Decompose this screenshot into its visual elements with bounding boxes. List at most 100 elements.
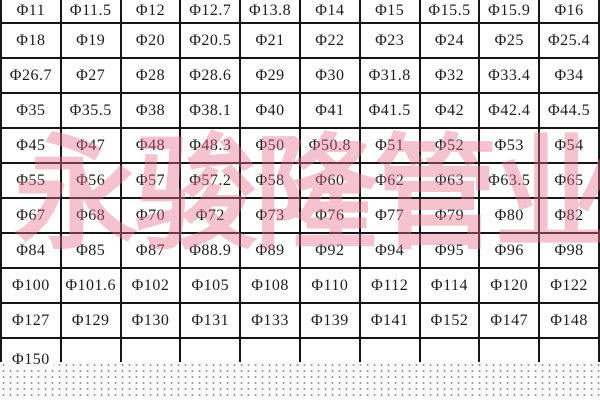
diameter-value: Φ18 (16, 31, 46, 49)
diameter-value: Φ108 (251, 276, 289, 294)
diameter-value: Φ28 (135, 66, 166, 84)
table-cell: Φ45 (0, 127, 62, 164)
diameter-value: Φ105 (191, 276, 230, 294)
diameter-value: Φ21 (255, 31, 285, 49)
table-cell: Φ72 (179, 197, 242, 234)
diameter-value: Φ44.5 (547, 101, 591, 119)
table-cell: Φ41 (298, 92, 361, 129)
table-cell: Φ120 (478, 267, 541, 304)
diameter-value: Φ55 (16, 171, 46, 189)
diameter-value: Φ72 (195, 206, 225, 224)
table-cell: Φ82 (538, 197, 600, 234)
table-cell: Φ127 (0, 302, 62, 339)
diameter-value: Φ16 (554, 2, 584, 19)
table-cell: Φ63.5 (478, 162, 541, 199)
table-cell: Φ79 (418, 197, 481, 234)
table-cell: Φ133 (239, 302, 301, 339)
table-row: Φ100 Φ101.6 Φ102 Φ105 Φ108 Φ110 Φ112 Φ114 Φ120 Φ1… (0, 267, 600, 304)
table-cell: Φ80 (478, 197, 541, 234)
table-cell: Φ65 (538, 162, 600, 199)
table-cell: Φ35.5 (59, 92, 122, 129)
table-cell: Φ38.1 (179, 92, 242, 129)
table-cell: Φ70 (119, 197, 182, 234)
diameter-value: Φ57.2 (189, 171, 232, 189)
table-cell: Φ84 (0, 232, 62, 269)
diameter-value: Φ33.4 (488, 66, 531, 84)
table-cell: Φ27 (59, 57, 122, 94)
table-cell: Φ11.5 (59, 0, 122, 24)
diameter-value (88, 351, 94, 369)
table-cell: Φ62 (358, 162, 421, 199)
diameter-value: Φ82 (554, 206, 584, 224)
table-cell: Φ55 (0, 162, 62, 199)
diameter-value: Φ130 (131, 311, 170, 329)
diameter-value: Φ79 (434, 206, 465, 224)
diameter-value: Φ15.5 (428, 2, 471, 19)
diameter-value: Φ28.6 (189, 66, 232, 84)
table-cell: Φ12.7 (179, 0, 242, 24)
table-cell: Φ11 (0, 0, 62, 24)
table-cell: Φ13.8 (239, 0, 301, 24)
table-cell: Φ50 (239, 127, 301, 164)
diameter-value: Φ148 (550, 311, 588, 329)
table-cell: Φ60 (298, 162, 361, 199)
table-cell: Φ34 (538, 57, 600, 94)
diameter-value: Φ147 (490, 311, 529, 329)
table-cell: Φ19 (59, 22, 122, 59)
table-cell: Φ18 (0, 22, 62, 59)
diameter-value: Φ31.8 (368, 66, 411, 84)
table-cell: Φ20 (119, 22, 182, 59)
table-cell: Φ139 (298, 302, 361, 339)
table-row: Φ11 Φ11.5 Φ12 Φ12.7 Φ13.8 Φ14 Φ15 Φ15.5 Φ15.9 Φ16 (0, 0, 600, 24)
diameter-value: Φ96 (494, 241, 524, 259)
table-row: Φ127 Φ129 Φ130 Φ131 Φ133 Φ139 Φ141 Φ152 Φ147 Φ148 (0, 302, 600, 339)
diameter-value: Φ42.4 (488, 101, 531, 119)
diameter-value: Φ24 (434, 31, 465, 49)
diameter-value: Φ54 (554, 136, 584, 154)
diameter-value: Φ27 (76, 66, 106, 84)
diameter-value: Φ15.9 (488, 2, 531, 19)
table-cell: Φ56 (59, 162, 122, 199)
diameter-value: Φ56 (76, 171, 106, 189)
table-cell: Φ105 (179, 267, 242, 304)
diameter-value: Φ89 (255, 241, 285, 259)
diameter-value: Φ52 (434, 136, 465, 154)
diameter-value: Φ32 (434, 66, 465, 84)
diameter-value: Φ122 (550, 276, 588, 294)
table-cell: Φ15 (358, 0, 421, 24)
diameter-value: Φ101.6 (65, 276, 117, 294)
diameter-value: Φ65 (554, 171, 584, 189)
table-cell: Φ108 (239, 267, 301, 304)
table-cell: Φ88.9 (179, 232, 242, 269)
table-cell: Φ94 (358, 232, 421, 269)
diameter-value: Φ73 (255, 206, 285, 224)
table-cell: Φ102 (119, 267, 182, 304)
table-cell: Φ76 (298, 197, 361, 234)
diameter-value: Φ20.5 (189, 31, 232, 49)
diameter-value: Φ50.8 (308, 136, 351, 154)
diameter-value: Φ133 (251, 311, 289, 329)
diameter-value: Φ45 (16, 136, 46, 154)
diameter-value (506, 351, 512, 369)
diameter-value: Φ25 (494, 31, 524, 49)
diameter-value: Φ23 (375, 31, 405, 49)
table-cell: Φ112 (358, 267, 421, 304)
table-row: Φ26.7 Φ27 Φ28 Φ28.6 Φ29 Φ30 Φ31.8 Φ32 Φ33.4 Φ34 (0, 57, 600, 94)
diameter-value: Φ84 (16, 241, 46, 259)
table-cell: Φ28 (119, 57, 182, 94)
table-cell: Φ57 (119, 162, 182, 199)
diameter-value: Φ12 (135, 2, 166, 19)
table-cell: Φ44.5 (538, 92, 600, 129)
diameter-value: Φ92 (315, 241, 345, 259)
diameter-value: Φ57 (135, 171, 166, 189)
table-cell: Φ48.3 (179, 127, 242, 164)
diameter-value: Φ150 (9, 351, 53, 369)
table-cell: Φ101.6 (59, 267, 122, 304)
table-cell: Φ22 (298, 22, 361, 59)
diameter-value: Φ112 (371, 276, 409, 294)
table-cell: Φ50.8 (298, 127, 361, 164)
table-cell: Φ35 (0, 92, 62, 129)
table-row: Φ45 Φ47 Φ48 Φ48.3 Φ50 Φ50.8 Φ51 Φ52 Φ53 Φ54 (0, 127, 600, 164)
diameter-value: Φ88.9 (189, 241, 232, 259)
